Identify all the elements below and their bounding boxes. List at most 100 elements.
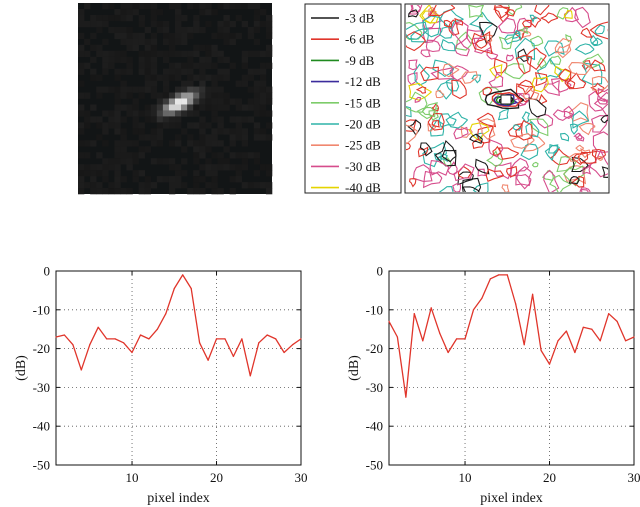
data-point — [123, 342, 125, 344]
intensity-pixel — [181, 62, 188, 69]
intensity-pixel — [217, 50, 224, 58]
data-point — [464, 338, 466, 340]
intensity-pixel — [78, 62, 85, 69]
contour-line — [534, 72, 548, 87]
intensity-pixel — [205, 104, 212, 111]
data-point — [498, 274, 500, 276]
intensity-pixel — [78, 170, 85, 177]
intensity-pixel — [181, 26, 188, 34]
legend-label: -40 dB — [345, 180, 381, 195]
legend-label: -6 dB — [345, 32, 375, 47]
intensity-pixel — [175, 92, 182, 99]
intensity-pixel — [138, 122, 145, 129]
intensity-pixel — [114, 8, 121, 16]
intensity-pixel — [132, 122, 139, 129]
intensity-pixel — [181, 158, 188, 165]
intensity-pixel — [120, 68, 127, 75]
contour-line — [562, 165, 585, 187]
intensity-pixel — [211, 128, 218, 135]
intensity-pixel — [132, 98, 139, 105]
intensity-pixel — [78, 176, 85, 183]
intensity-pixel — [265, 164, 273, 171]
intensity-pixel — [84, 92, 91, 99]
intensity-pixel — [217, 98, 224, 105]
data-point — [481, 297, 483, 299]
data-point — [422, 340, 424, 342]
intensity-pixel — [96, 122, 103, 129]
intensity-pixel — [84, 122, 91, 129]
intensity-pixel — [120, 56, 127, 63]
intensity-pixel — [138, 3, 145, 10]
contour-line — [431, 120, 440, 128]
intensity-pixel — [90, 176, 97, 183]
contour-line — [589, 34, 599, 46]
intensity-pixel — [156, 158, 164, 165]
intensity-pixel — [181, 170, 188, 177]
intensity-pixel — [156, 122, 164, 129]
intensity-pixel — [229, 176, 236, 183]
intensity-pixel — [168, 158, 176, 165]
contour-line — [565, 34, 573, 43]
intensity-pixel — [193, 14, 200, 22]
intensity-pixel — [138, 188, 145, 195]
intensity-pixel — [90, 170, 97, 177]
intensity-pixel — [193, 50, 200, 58]
contour-line — [591, 75, 608, 91]
contour-line — [420, 66, 439, 82]
contour-line — [501, 184, 510, 192]
intensity-pixel — [168, 104, 176, 111]
intensity-pixel — [175, 104, 182, 111]
intensity-pixel — [144, 176, 152, 183]
x-tick-label: 20 — [543, 470, 556, 485]
intensity-pixel — [175, 140, 182, 147]
intensity-pixel — [253, 110, 261, 117]
intensity-pixel — [108, 50, 115, 58]
intensity-pixel — [126, 56, 133, 63]
contour-line — [575, 133, 585, 142]
contour-line-core — [484, 88, 525, 110]
intensity-pixel — [114, 110, 121, 117]
contour-line — [509, 157, 530, 179]
line-chart-right: 0 -10 -20 -30 -40 -50 10 20 30 pixel index (dB) — [347, 264, 640, 507]
intensity-pixel — [217, 3, 224, 10]
contour-line — [574, 43, 595, 55]
intensity-pixel — [96, 86, 103, 93]
intensity-pixel — [175, 116, 182, 123]
intensity-pixel — [138, 92, 145, 99]
intensity-pixel — [150, 44, 158, 52]
contour-line — [406, 119, 417, 132]
intensity-pixel — [108, 158, 115, 165]
intensity-pixel — [259, 182, 267, 189]
legend-label: -3 dB — [345, 11, 375, 26]
series-line — [388, 274, 635, 398]
intensity-pixel — [187, 74, 194, 81]
contour-line — [536, 57, 563, 81]
intensity-pixel — [90, 116, 97, 123]
intensity-pixel — [120, 176, 127, 183]
intensity-pixel — [96, 188, 103, 195]
intensity-pixel — [114, 116, 121, 123]
intensity-pixel — [132, 86, 139, 93]
intensity-pixel — [126, 86, 133, 93]
intensity-pixel — [78, 104, 85, 111]
intensity-pixel — [175, 176, 182, 183]
x-axis-label: pixel index — [480, 491, 543, 506]
intensity-pixel — [168, 98, 176, 105]
data-point — [532, 293, 534, 295]
x-tick-label: 10 — [126, 470, 139, 485]
data-point — [139, 334, 142, 336]
data-point — [292, 344, 294, 346]
intensity-pixel — [78, 14, 85, 22]
intensity-pixel — [114, 74, 121, 81]
intensity-pixel — [265, 188, 273, 195]
contour-line — [415, 86, 427, 94]
intensity-pixel — [138, 50, 145, 58]
data-point — [182, 274, 184, 276]
intensity-pixel — [199, 8, 206, 16]
intensity-pixel — [120, 38, 127, 46]
intensity-pixel — [168, 92, 176, 99]
intensity-pixel — [211, 62, 218, 69]
data-point — [599, 340, 601, 342]
intensity-pixel — [102, 14, 109, 22]
intensity-pixel — [120, 128, 127, 135]
